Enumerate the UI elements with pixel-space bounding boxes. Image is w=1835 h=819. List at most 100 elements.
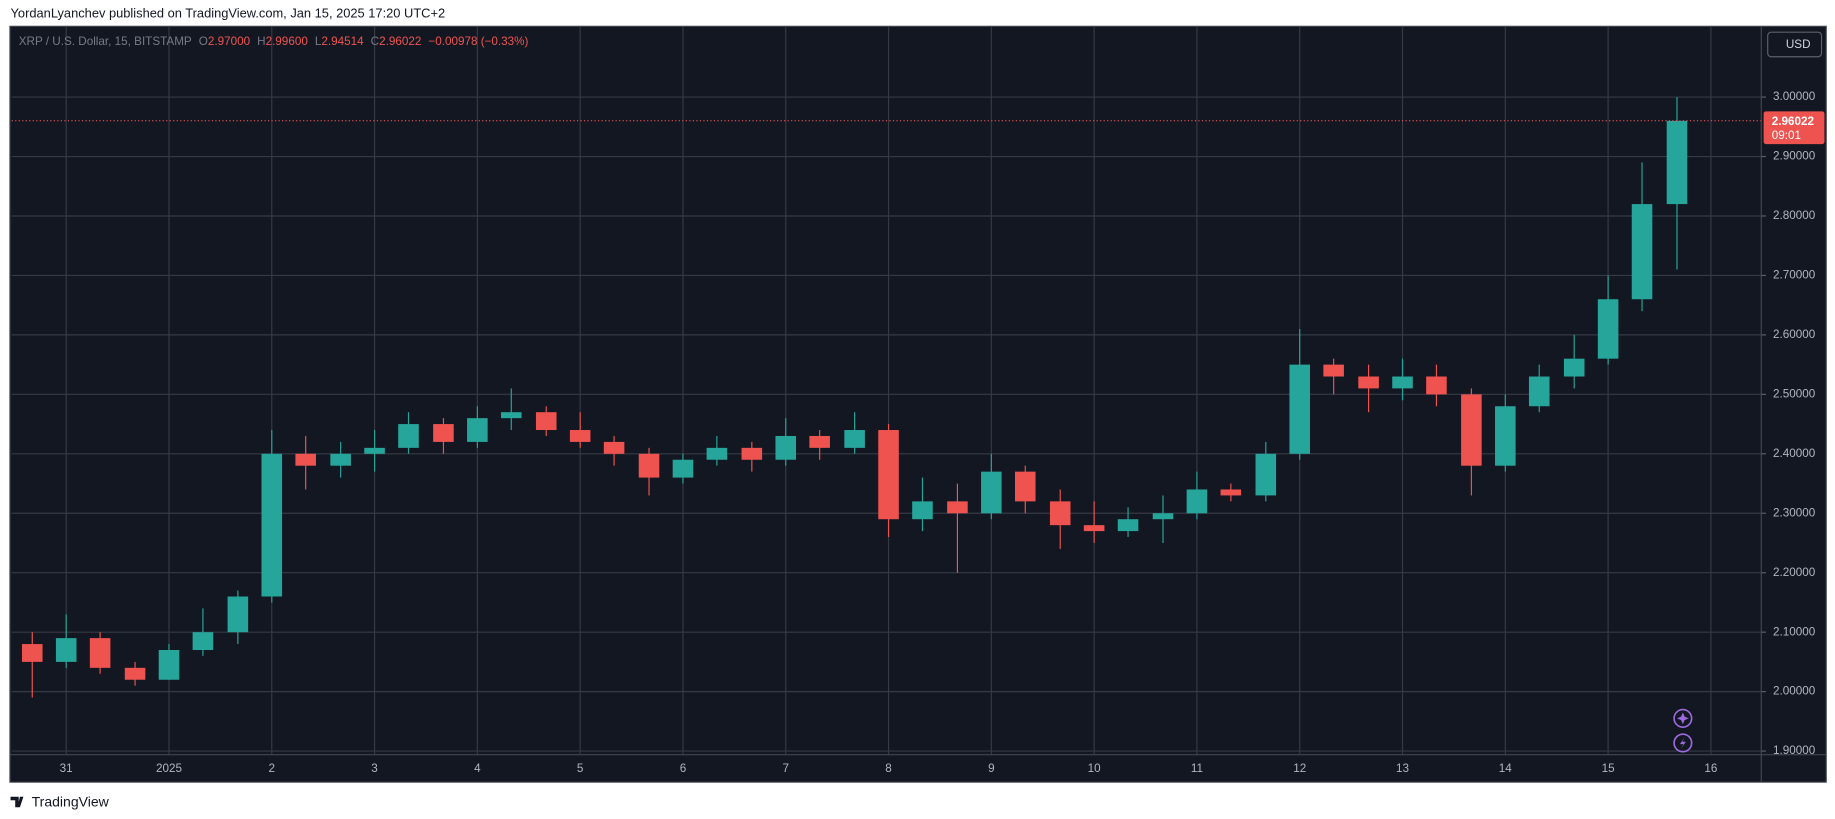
candle-body <box>1220 489 1242 496</box>
candle-body <box>1083 525 1105 532</box>
candle-body <box>227 596 249 633</box>
logo-mark <box>10 796 24 808</box>
candle-body <box>364 447 385 454</box>
x-tick-label: 5 <box>577 762 584 775</box>
legend-change: −0.00978 (−0.33%) <box>428 35 528 48</box>
icon-bolt[interactable] <box>1673 733 1693 753</box>
candle-body <box>1014 471 1036 502</box>
symbol: XRP / U.S. Dollar, 15, BITSTAMP <box>19 35 192 48</box>
x-tick-label: 11 <box>1191 762 1203 775</box>
candle-body <box>261 453 283 597</box>
candle-body <box>1049 501 1071 526</box>
candle-body <box>706 447 728 460</box>
y-tick-label: 2.80000 <box>1773 209 1816 222</box>
last-price-label: 2.96022 <box>1772 115 1815 128</box>
legend-value: 2.94514 <box>321 35 364 48</box>
candle-body <box>398 424 419 448</box>
y-tick-label: 1.90000 <box>1773 744 1816 757</box>
x-tick-label: 8 <box>885 762 892 775</box>
candle-body <box>1323 364 1344 377</box>
icon-sparkle-glyph <box>1677 712 1689 725</box>
currency-button[interactable]: USD <box>1767 31 1823 58</box>
x-tick-label: 9 <box>988 762 995 775</box>
candle-body <box>569 430 591 442</box>
candle-body <box>55 638 77 662</box>
candle-body <box>672 459 694 478</box>
candle-body <box>1631 204 1653 300</box>
candle-body <box>775 435 797 460</box>
x-tick-label: 3 <box>371 762 378 775</box>
candle-body <box>1358 376 1379 389</box>
candle-body <box>1152 513 1174 520</box>
y-tick-label: 2.50000 <box>1773 387 1816 400</box>
legend-key: C <box>371 35 379 48</box>
legend-key: H <box>257 35 265 48</box>
footer-brand: TradingView <box>32 793 110 809</box>
y-tick-label: 2.00000 <box>1773 685 1816 698</box>
y-tick-label: 3.00000 <box>1773 90 1816 103</box>
candle-body <box>1255 453 1277 496</box>
candle-body <box>1597 299 1619 359</box>
candle-body <box>501 412 522 419</box>
x-tick-label: 2025 <box>156 762 183 775</box>
x-tick-label: 13 <box>1396 762 1409 775</box>
legend-key: O <box>199 35 208 48</box>
ohlc-legend: XRP / U.S. Dollar, 15, BITSTAMP O2.97000 H… <box>19 35 529 48</box>
x-tick-label: 12 <box>1293 762 1306 775</box>
candle-body <box>981 471 1002 514</box>
candle-body <box>947 501 968 514</box>
legend-value: 2.99600 <box>266 35 309 48</box>
chart-panel <box>9 25 1827 783</box>
x-tick-label: 16 <box>1704 762 1717 775</box>
candle-body <box>89 638 111 668</box>
candle-body <box>467 418 488 442</box>
candle-body <box>1495 406 1516 466</box>
candle-body <box>1186 489 1208 514</box>
candle-body <box>638 453 660 478</box>
candle-body <box>21 644 43 662</box>
publisher-header: YordanLyanchev published on TradingView.… <box>11 5 446 20</box>
candle-body <box>912 501 933 520</box>
candle-body <box>433 424 454 442</box>
y-tick-label: 2.30000 <box>1773 506 1816 519</box>
candle-body <box>158 650 180 680</box>
icon-bolt-glyph <box>1679 737 1686 749</box>
candle-body <box>124 667 146 680</box>
candle-body <box>535 412 557 431</box>
x-tick-label: 15 <box>1602 762 1616 775</box>
legend-key: L <box>315 35 322 48</box>
x-tick-label: 6 <box>680 762 687 775</box>
plot-area: 1.90000 2.00000 2.10000 2.20000 2.30000 2.400… <box>11 26 1816 775</box>
y-tick-label: 2.90000 <box>1773 150 1816 163</box>
candle-body <box>1117 519 1139 532</box>
candle-body <box>1461 394 1482 466</box>
candle-body <box>295 453 316 466</box>
x-tick-label: 2 <box>269 762 276 775</box>
footer-logo: TradingView <box>10 793 110 809</box>
countdown-label: 09:01 <box>1772 129 1801 142</box>
x-tick-label: 10 <box>1088 762 1102 775</box>
y-tick-label: 2.20000 <box>1773 566 1816 579</box>
candle-body <box>741 447 763 460</box>
chart-icons <box>1673 708 1693 753</box>
icon-sparkle[interactable] <box>1673 708 1693 728</box>
legend-value: 2.97000 <box>208 35 251 48</box>
candle-body <box>1392 376 1413 389</box>
x-tick-label: 31 <box>60 762 73 775</box>
button-frame[interactable] <box>1767 31 1823 58</box>
candle-body <box>878 430 899 520</box>
candle-body <box>603 441 625 454</box>
button-label[interactable]: USD <box>1786 38 1811 51</box>
candle-body <box>1528 376 1550 407</box>
candle-body <box>192 632 214 651</box>
y-tick-label: 2.70000 <box>1773 269 1816 282</box>
x-tick-label: 14 <box>1499 762 1513 775</box>
y-tick-label: 2.60000 <box>1773 328 1816 341</box>
y-tick-label: 2.10000 <box>1773 625 1816 638</box>
candle-body <box>1426 376 1447 395</box>
candle-body <box>809 435 830 448</box>
candle-body <box>844 430 865 448</box>
candle-body <box>1666 120 1688 205</box>
